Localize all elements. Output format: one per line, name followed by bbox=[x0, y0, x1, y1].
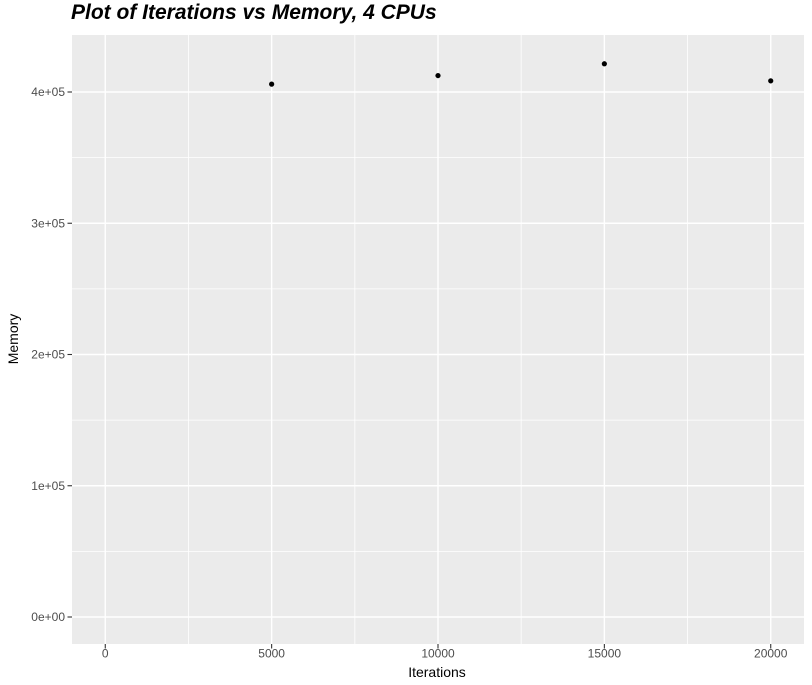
y-tick-label: 0e+00 bbox=[31, 610, 65, 624]
y-tick-label: 4e+05 bbox=[31, 85, 65, 99]
y-tick-label: 2e+05 bbox=[31, 348, 65, 362]
chart-title: Plot of Iterations vs Memory, 4 CPUs bbox=[71, 1, 437, 24]
y-tick-label: 3e+05 bbox=[31, 216, 65, 230]
x-tick-label: 5000 bbox=[258, 647, 285, 661]
y-axis-title: Memory bbox=[5, 313, 21, 365]
x-tick-label: 20000 bbox=[754, 647, 788, 661]
x-axis-title: Iterations bbox=[408, 664, 466, 680]
data-point bbox=[435, 72, 441, 79]
y-tick-label: 1e+05 bbox=[31, 479, 65, 493]
data-point bbox=[768, 78, 774, 84]
data-point bbox=[601, 61, 607, 67]
data-point bbox=[269, 81, 275, 87]
x-tick-label: 10000 bbox=[421, 647, 455, 661]
x-tick-label: 0 bbox=[102, 647, 109, 661]
x-tick-label: 15000 bbox=[588, 647, 622, 661]
